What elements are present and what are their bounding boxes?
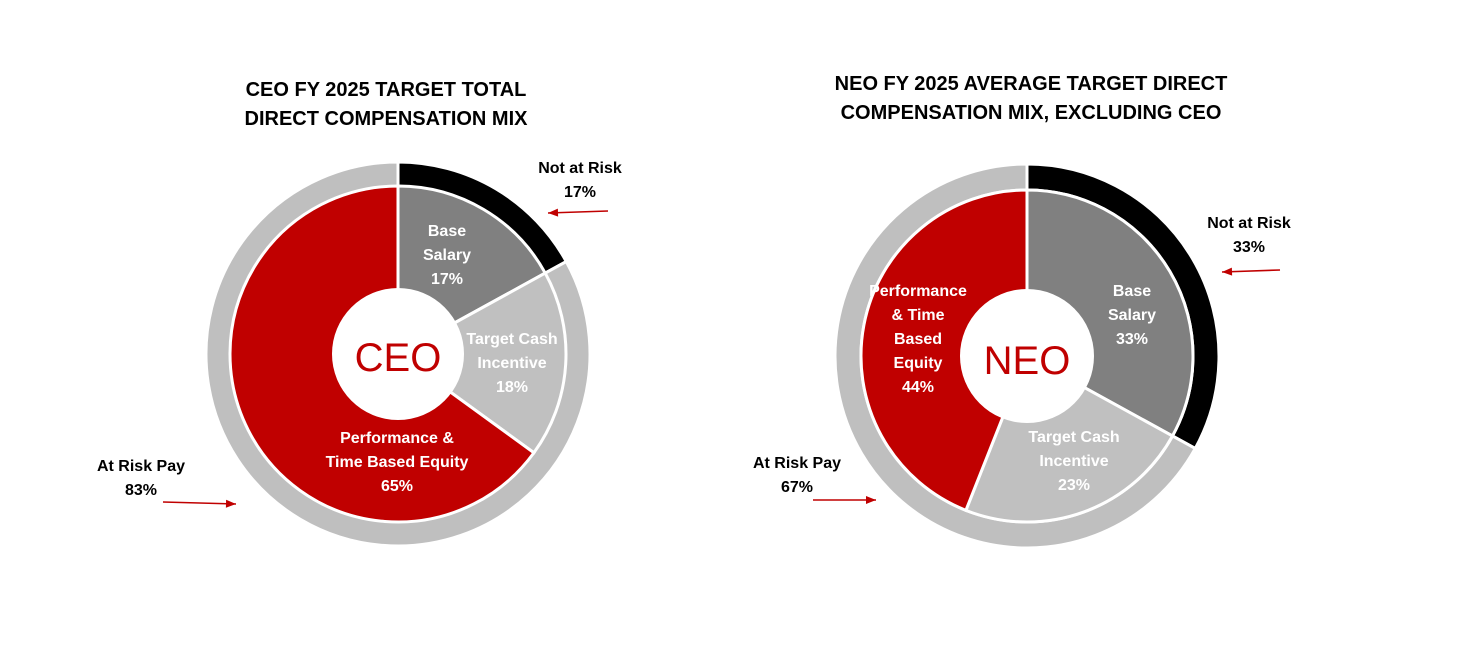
center-label: NEO — [984, 339, 1071, 383]
chart-neo: NEO FY 2025 AVERAGE TARGET DIRECT COMPENS… — [753, 73, 1291, 550]
slice-label-target-cash-incentive: Target Cash Incentive 23% — [1028, 429, 1119, 494]
annotation-value: 33% — [1233, 239, 1265, 256]
annotation-not-at-risk: Not at Risk 33% — [1207, 215, 1291, 256]
annotation-value: 17% — [564, 184, 596, 201]
slice-label-line: Target Cash — [1028, 429, 1119, 446]
inner-slice-target-cash-incentive — [395, 271, 568, 455]
slice-label-line: Incentive — [1039, 453, 1108, 470]
slice-label-target-cash-incentive: Target Cash Incentive 18% — [466, 331, 557, 396]
donut-hole — [332, 288, 464, 420]
annotation-label: Not at Risk — [1207, 215, 1291, 232]
annotation-label: Not at Risk — [538, 160, 622, 177]
annotation-arrow — [1221, 267, 1281, 276]
slice-label-base-salary: Base Salary 33% — [1108, 283, 1156, 348]
annotation-at-risk-pay: At Risk Pay 83% — [97, 458, 185, 499]
slice-label-line: Performance & — [340, 430, 454, 447]
slice-value-label: 18% — [496, 379, 528, 396]
annotation-arrow — [162, 499, 237, 508]
chart-title-line: DIRECT COMPENSATION MIX — [245, 108, 529, 130]
chart-ceo: CEO FY 2025 TARGET TOTAL DIRECT COMPENSAT… — [97, 79, 622, 548]
slice-label-line: Salary — [423, 247, 471, 264]
chart-title: NEO FY 2025 AVERAGE TARGET DIRECT COMPENS… — [835, 73, 1228, 124]
annotation-arrow — [547, 208, 609, 217]
slice-label-line: Salary — [1108, 307, 1156, 324]
annotation-value: 67% — [781, 479, 813, 496]
annotation-not-at-risk: Not at Risk 17% — [538, 160, 622, 201]
slice-label-equity: Performance & Time Based Equity 44% — [869, 283, 967, 396]
annotation-label: At Risk Pay — [753, 455, 841, 472]
annotation-at-risk-pay: At Risk Pay 67% — [753, 455, 841, 496]
slice-label-line: & Time — [891, 307, 944, 324]
slice-label-line: Time Based Equity — [326, 454, 469, 471]
slice-label-line: Base — [1113, 283, 1151, 300]
slice-label-equity: Performance & Time Based Equity 65% — [326, 430, 469, 495]
slice-label-line: Target Cash — [466, 331, 557, 348]
slice-label-line: Equity — [894, 355, 943, 372]
chart-title-line: COMPENSATION MIX, EXCLUDING CEO — [841, 102, 1222, 124]
chart-title-line: CEO FY 2025 TARGET TOTAL — [246, 79, 527, 101]
chart-title-line: NEO FY 2025 AVERAGE TARGET DIRECT — [835, 73, 1228, 95]
inner-slice-equity — [859, 188, 1029, 513]
slice-value-label: 65% — [381, 478, 413, 495]
annotation-label: At Risk Pay — [97, 458, 185, 475]
chart-title: CEO FY 2025 TARGET TOTAL DIRECT COMPENSAT… — [245, 79, 529, 130]
annotation-arrow — [813, 496, 876, 504]
slice-label-base-salary: Base Salary 17% — [423, 223, 471, 288]
slice-label-line: Base — [428, 223, 466, 240]
donut-hole — [960, 289, 1094, 423]
slice-label-line: Based — [894, 331, 942, 348]
slice-value-label: 44% — [902, 379, 934, 396]
slice-label-line: Performance — [869, 283, 967, 300]
slice-value-label: 23% — [1058, 477, 1090, 494]
center-label: CEO — [355, 336, 442, 380]
slice-label-line: Incentive — [477, 355, 546, 372]
slice-value-label: 17% — [431, 271, 463, 288]
annotation-value: 83% — [125, 482, 157, 499]
slice-value-label: 33% — [1116, 331, 1148, 348]
